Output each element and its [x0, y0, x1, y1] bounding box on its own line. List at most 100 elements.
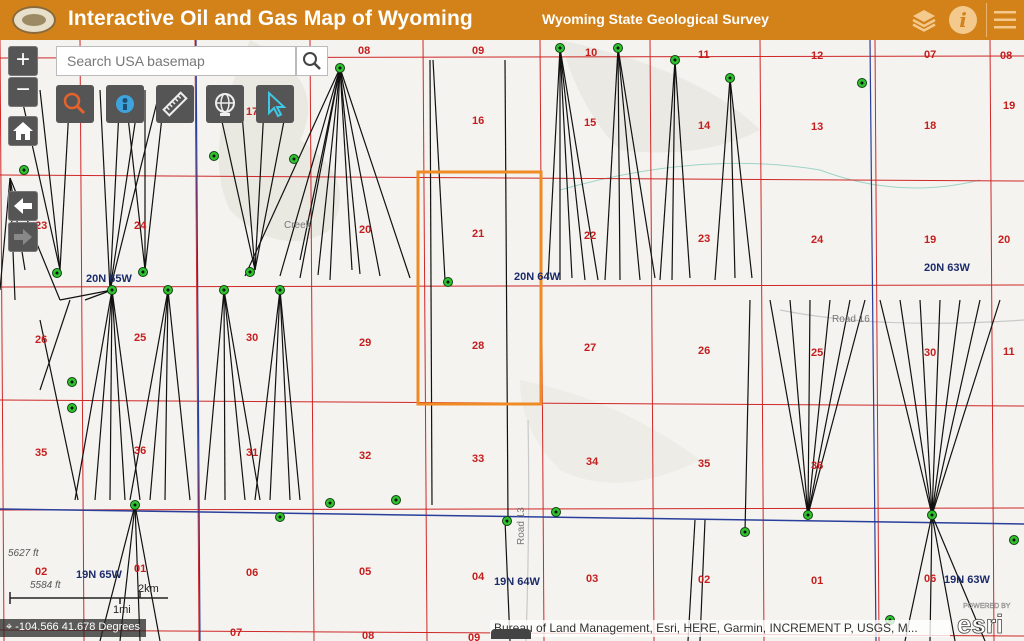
select-pointer-icon — [268, 90, 287, 118]
zoom-in-button[interactable]: + — [8, 46, 38, 76]
township-line — [869, 40, 877, 641]
township-line — [0, 508, 1024, 525]
section-number: 11 — [698, 49, 710, 61]
section-number: 09 — [472, 45, 485, 57]
well-marker-center — [728, 76, 732, 80]
section-line — [649, 40, 655, 641]
section-number: 06 — [924, 573, 937, 585]
select-tool[interactable] — [256, 85, 294, 123]
menu-icon[interactable] — [990, 6, 1020, 34]
well-bore — [807, 299, 866, 516]
well-bore — [931, 299, 941, 516]
zoom-out-button[interactable]: − — [8, 77, 38, 107]
township-line — [195, 40, 201, 641]
map-canvas[interactable] — [0, 40, 1024, 641]
well-bore — [329, 67, 341, 281]
header-divider — [986, 3, 987, 37]
crosshair-icon: ⌖ — [6, 621, 16, 633]
app-header: Interactive Oil and Gas Map of Wyoming W… — [0, 0, 1024, 40]
well-marker-center — [554, 510, 558, 514]
well-bore — [111, 289, 126, 501]
well-bore — [109, 89, 161, 291]
well-bore — [129, 289, 169, 501]
section-number: 21 — [472, 228, 485, 240]
section-number: 07 — [924, 49, 937, 61]
section-line — [989, 40, 995, 641]
section-number: 31 — [246, 447, 259, 459]
identify-tool[interactable] — [106, 85, 144, 123]
well-bore — [931, 299, 981, 516]
search-input[interactable] — [56, 46, 296, 76]
measure-tool[interactable] — [156, 85, 194, 123]
well-bore — [931, 514, 986, 641]
well-bore — [279, 67, 341, 277]
section-line — [874, 40, 880, 641]
well-bore — [919, 299, 933, 516]
coordinate-text: -104.566 41.678 Degrees — [15, 621, 141, 633]
previous-extent-button[interactable] — [8, 191, 38, 221]
basemap-globe-icon — [215, 93, 235, 116]
scale-metric: 2km — [138, 584, 159, 595]
well-bore — [744, 299, 751, 533]
section-line — [0, 284, 1024, 288]
well-bore — [674, 59, 691, 279]
section-line — [422, 40, 428, 641]
section-number: 09 — [468, 632, 481, 641]
well-marker-center — [1012, 538, 1016, 542]
scale-imperial: 1mi — [113, 604, 131, 616]
search-map-icon — [63, 92, 86, 115]
section-number: 11 — [1003, 346, 1015, 358]
township-label: 20N 65W — [86, 273, 132, 285]
township-label: 20N 63W — [924, 262, 970, 274]
well-bore — [74, 289, 113, 501]
attribution-toggle[interactable] — [491, 629, 531, 639]
section-number: 27 — [584, 342, 597, 354]
well-bore — [807, 299, 831, 516]
section-number: 15 — [584, 117, 597, 129]
well-marker-center — [248, 270, 252, 274]
section-number: 30 — [924, 347, 937, 359]
well-marker-center — [141, 270, 145, 274]
well-marker-center — [328, 501, 332, 505]
well-bore — [164, 289, 169, 501]
well-bore — [94, 289, 113, 501]
section-number: 20 — [998, 234, 1011, 246]
section-number: 32 — [359, 450, 372, 462]
section-number: 10 — [585, 47, 598, 59]
map-view[interactable]: 08 09 10 11 12 07 08 16 15 14 13 18 23 24 20 21 22 23 24 19… — [0, 40, 1024, 641]
well-bore — [931, 299, 1001, 516]
well-bore — [279, 289, 301, 501]
well-bore — [729, 77, 753, 279]
search-button[interactable] — [296, 46, 328, 76]
home-icon — [13, 122, 33, 140]
next-extent-button[interactable] — [8, 222, 38, 252]
section-number: 08 — [362, 630, 375, 641]
section-line — [0, 174, 1024, 182]
identify-icon — [116, 95, 134, 113]
section-number: 13 — [811, 121, 824, 133]
search-icon — [303, 52, 321, 70]
well-marker-center — [55, 271, 59, 275]
home-button[interactable] — [8, 116, 38, 146]
well-bore — [729, 77, 736, 279]
section-number: 22 — [584, 230, 597, 242]
search-map-tool[interactable] — [56, 85, 94, 123]
well-marker-center — [222, 288, 226, 292]
layers-icon[interactable] — [910, 6, 938, 34]
section-number: 20 — [359, 224, 372, 236]
esri-powered-text: POWERED BY — [963, 603, 1011, 610]
section-number: 02 — [35, 566, 48, 578]
well-bore — [769, 299, 809, 516]
section-number: 30 — [246, 332, 259, 344]
well-marker-center — [616, 46, 620, 50]
basemap-tool[interactable] — [206, 85, 244, 123]
well-bore — [299, 67, 341, 261]
well-bore — [134, 504, 161, 641]
well-bore — [899, 299, 933, 516]
well-marker-center — [338, 66, 342, 70]
well-marker-center — [212, 154, 216, 158]
section-number: 36 — [811, 460, 824, 472]
well-bore — [167, 289, 191, 501]
info-icon[interactable]: i — [949, 6, 977, 34]
section-number: 35 — [35, 447, 48, 459]
